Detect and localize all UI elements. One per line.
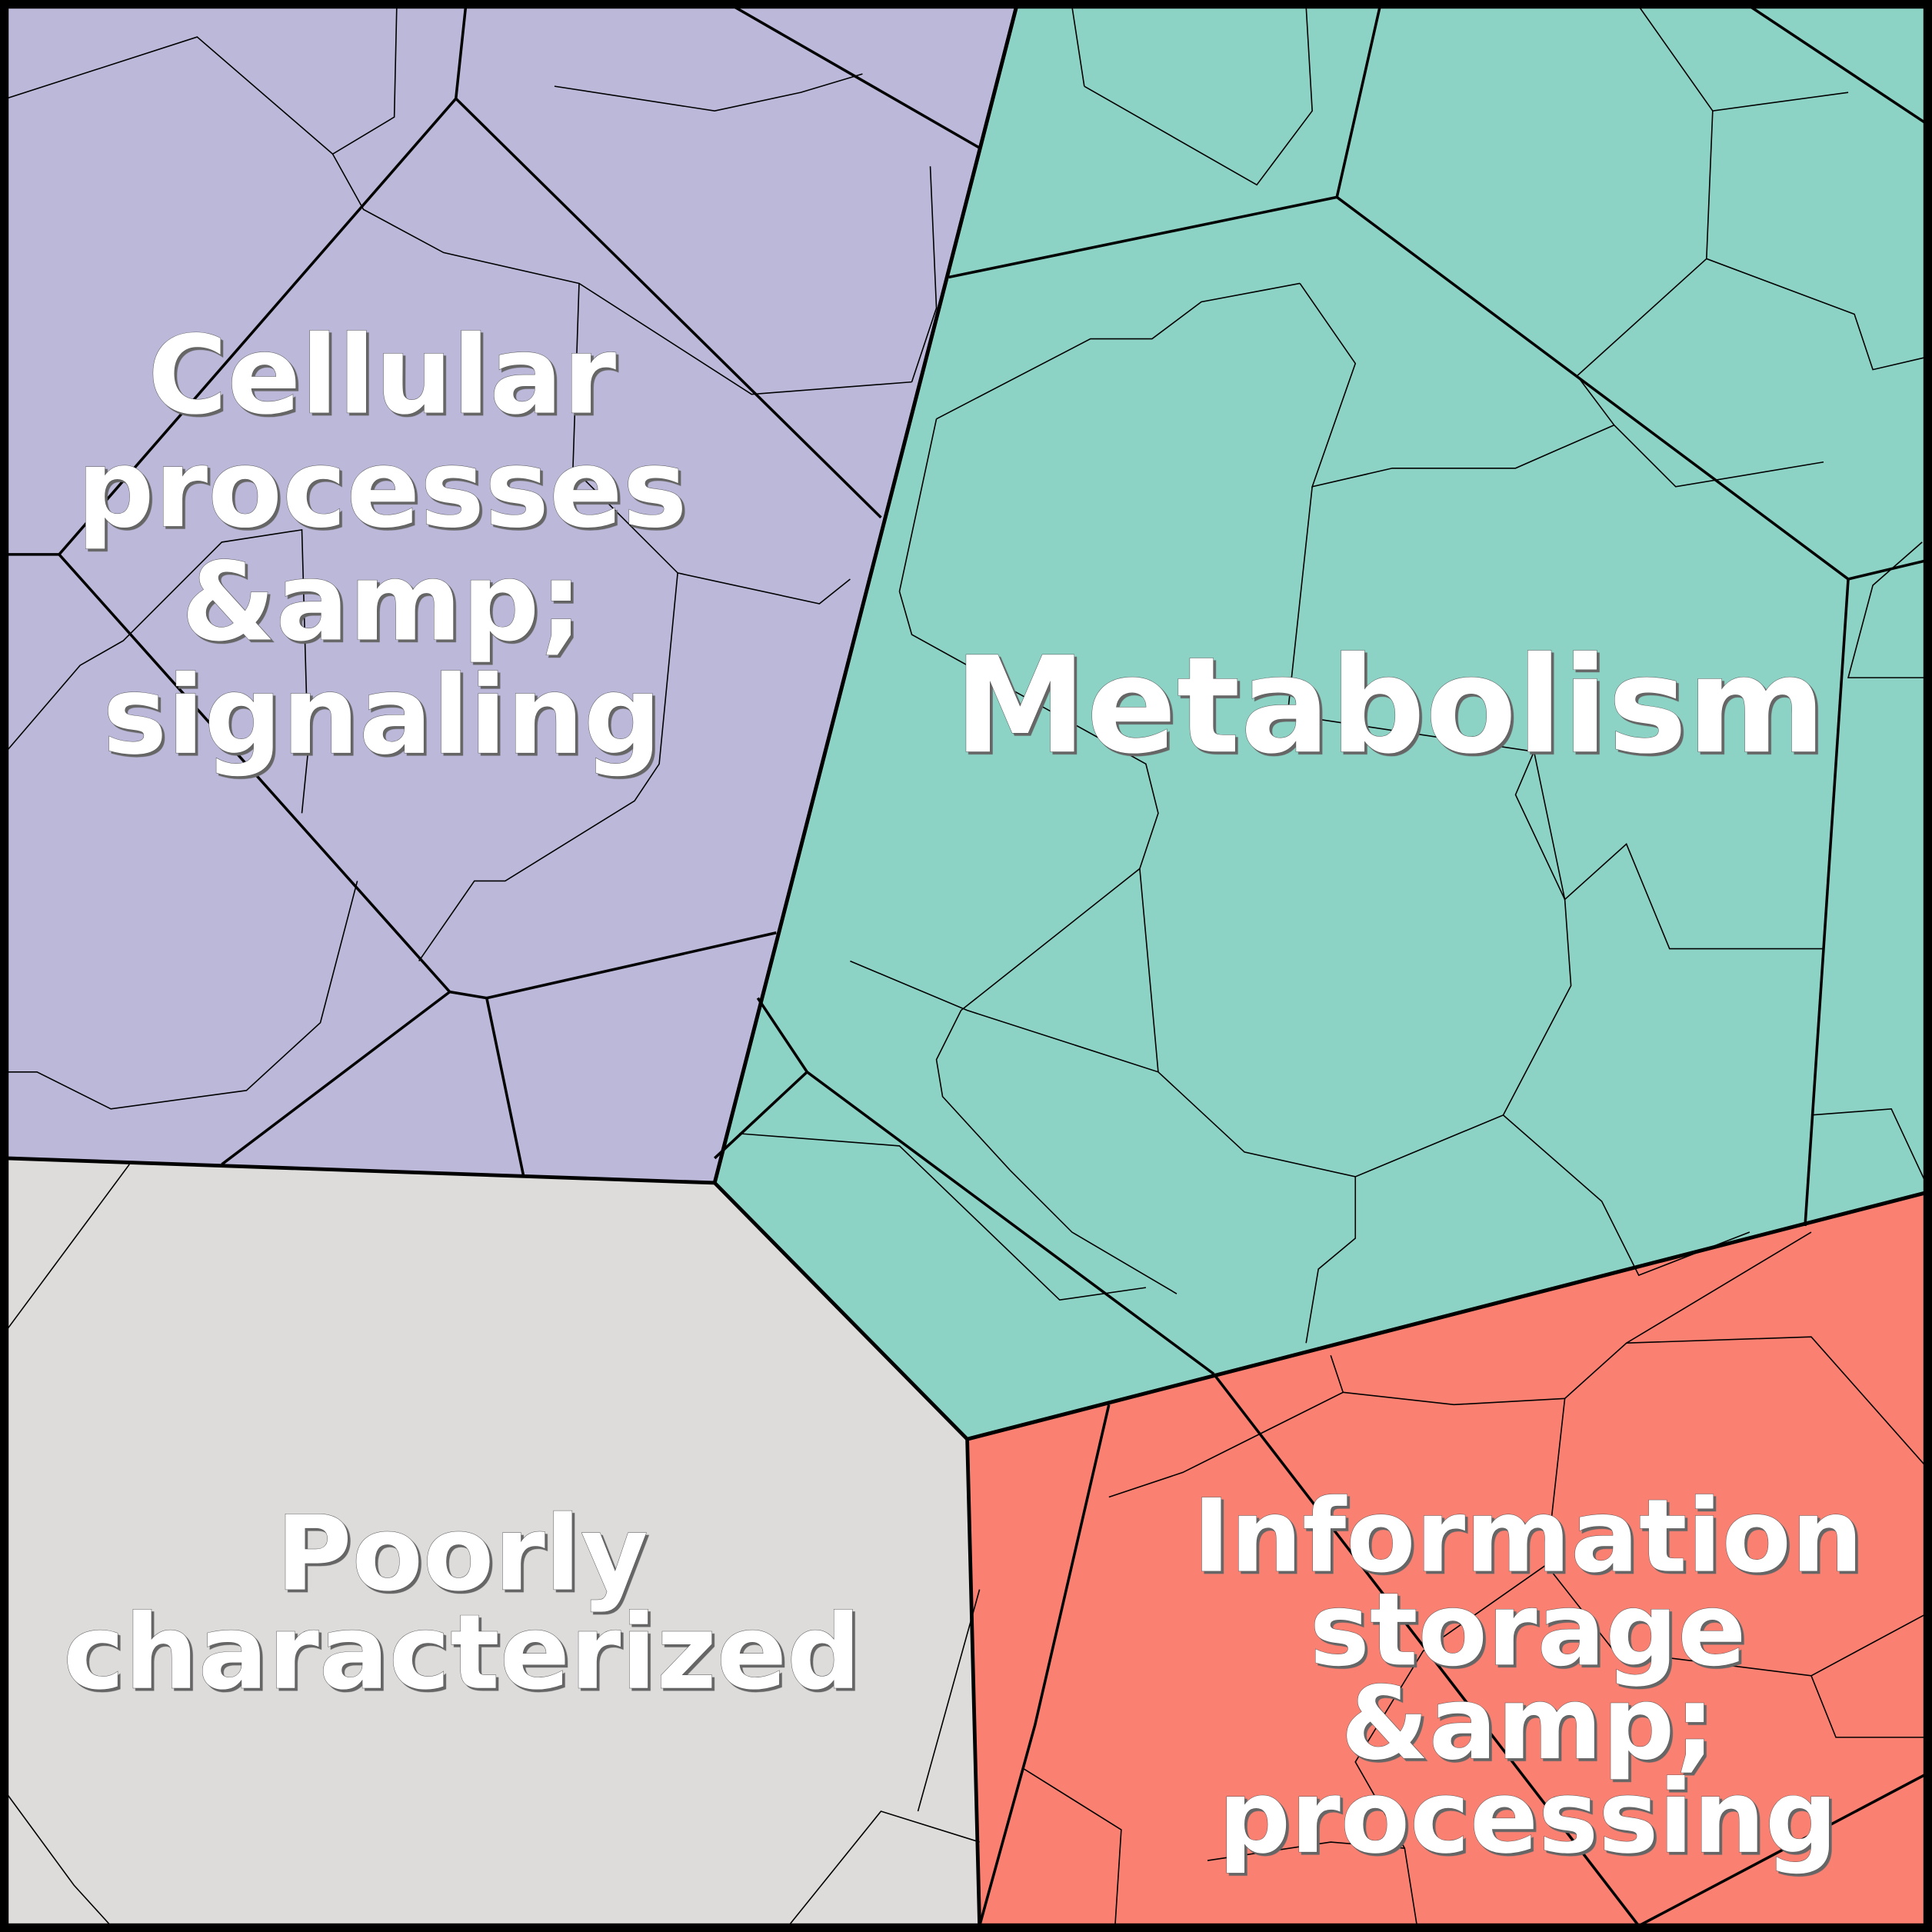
region-label: &amp; (1341, 1664, 1715, 1782)
region-label: Cellular (148, 313, 617, 439)
region-label: Information (1193, 1477, 1864, 1595)
region-label: characterized (63, 1592, 861, 1713)
region-cellular (6, 6, 1017, 1183)
region-metabolism (715, 6, 1926, 1440)
region-poorly (6, 1158, 980, 1926)
region-label: Poorly (276, 1494, 648, 1614)
region-label: storage (1310, 1571, 1747, 1688)
region-label: signaling (102, 653, 661, 779)
region-label: &amp; (182, 539, 583, 665)
region-label: Metabolism (954, 628, 1826, 783)
region-label: processing (1218, 1758, 1837, 1876)
region-label: processes (77, 426, 688, 552)
region-information (967, 1192, 1926, 1926)
cell-borders (5, 5, 1927, 1927)
